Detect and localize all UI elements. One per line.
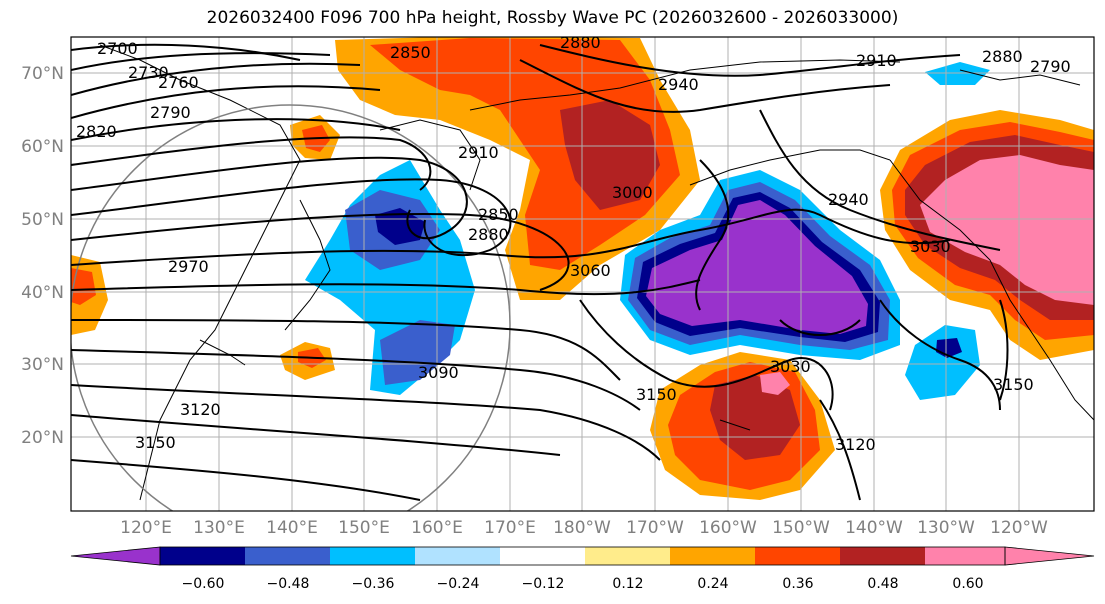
lon-label: 150°W — [772, 518, 830, 538]
colorbar-tick-label: 0.24 — [697, 576, 728, 592]
contour-label: 3120 — [835, 435, 876, 454]
contour-label: 2970 — [168, 257, 209, 276]
lon-label: 150°E — [338, 518, 390, 538]
colorbar-bin — [755, 547, 840, 565]
contour-label: 2940 — [658, 75, 699, 94]
colorbar-bin — [500, 547, 585, 565]
region-circle — [71, 104, 511, 511]
lat-label: 70°N — [21, 64, 64, 84]
contour-label: 2730 — [128, 63, 169, 82]
colorbar-bin — [585, 547, 670, 565]
colorbar-tick-label: 0.36 — [782, 576, 813, 592]
lon-label: 140°W — [845, 518, 903, 538]
figure-title: 2026032400 F096 700 hPa height, Rossby W… — [206, 8, 899, 28]
colorbar-tick-label: −0.60 — [182, 576, 225, 592]
lon-label: 120°E — [120, 518, 172, 538]
graticule — [71, 37, 1094, 511]
colorbar-ticks: −0.60 −0.48 −0.36 −0.24 −0.12 0.12 0.24 … — [182, 576, 984, 592]
contour-label: 3150 — [636, 385, 677, 404]
positive-anomaly-north-pacific-dark — [560, 100, 660, 210]
lon-label: 120°W — [990, 518, 1048, 538]
lon-label: 170°W — [626, 518, 684, 538]
colorbar-tick-label: −0.36 — [352, 576, 395, 592]
colorbar-tick-label: −0.12 — [522, 576, 565, 592]
colorbar-bin — [415, 547, 500, 565]
colorbar-tick-label: −0.48 — [267, 576, 310, 592]
contour-label: 3030 — [910, 237, 951, 256]
colorbar-tick-label: 0.60 — [952, 576, 983, 592]
contour-label: 3120 — [180, 400, 221, 419]
contour-label: 2820 — [76, 122, 117, 141]
lon-label: 130°W — [917, 518, 975, 538]
contour-label: 2880 — [468, 225, 509, 244]
contour-label: 2790 — [150, 103, 191, 122]
negative-anomaly-west-pacific-navy — [375, 208, 425, 245]
colorbar-bin — [925, 547, 1005, 565]
lon-label: 140°E — [266, 518, 318, 538]
height-contours — [71, 43, 1009, 501]
colorbar: −0.60 −0.48 −0.36 −0.24 −0.12 0.12 0.24 … — [70, 546, 1095, 592]
positive-anomaly-subtropics-pink — [760, 372, 790, 395]
lon-label: 180°W — [553, 518, 611, 538]
contour-label: 2760 — [158, 73, 199, 92]
contour-label: 2910 — [856, 51, 897, 70]
colorbar-extend-low — [70, 546, 161, 566]
contour-label: 2850 — [390, 43, 431, 62]
positive-anomaly-west-edge-red — [71, 268, 96, 305]
map-frame — [70, 36, 1095, 512]
colorbar-tick-label: 0.12 — [612, 576, 643, 592]
lon-label: 160°E — [411, 518, 463, 538]
contour-label: 2790 — [1030, 57, 1071, 76]
contour-label: 3150 — [135, 433, 176, 452]
positive-anomaly-north-pacific-red — [370, 38, 680, 270]
lon-label: 170°E — [484, 518, 536, 538]
contour-label: 3060 — [570, 261, 611, 280]
negative-anomaly-south — [380, 320, 455, 385]
lat-label: 50°N — [21, 210, 64, 230]
lon-label: 160°W — [699, 518, 757, 538]
longitude-labels: 120°E 130°E 140°E 150°E 160°E 170°E 180°… — [120, 518, 1048, 538]
contour-label: 2910 — [458, 143, 499, 162]
coastlines — [99, 44, 1094, 501]
contour-label: 3150 — [993, 375, 1034, 394]
colorbar-bin — [245, 547, 330, 565]
colorbar-bin — [330, 547, 415, 565]
contour-label: 2700 — [97, 39, 138, 58]
lon-label: 130°E — [193, 518, 245, 538]
positive-anomaly-north-america-pink — [920, 155, 1094, 305]
lat-label: 40°N — [21, 283, 64, 303]
negative-anomaly-central-pacific-core — [646, 200, 868, 334]
lat-label: 20°N — [21, 428, 64, 448]
latitude-labels: 70°N 60°N 50°N 40°N 30°N 20°N — [21, 64, 64, 448]
colorbar-bin — [670, 547, 755, 565]
colorbar-extend-high — [1004, 546, 1095, 566]
contour-label: 2880 — [560, 33, 601, 52]
contour-label: 2880 — [982, 47, 1023, 66]
colorbar-bin — [160, 547, 245, 565]
colorbar-bin — [840, 547, 925, 565]
colorbar-tick-label: −0.24 — [437, 576, 480, 592]
positive-anomaly-subtropics-dark — [710, 375, 800, 460]
contour-labels: 2700 2730 2760 2790 2820 2850 2880 2910 … — [76, 33, 1071, 454]
contour-label: 3090 — [418, 363, 459, 382]
colorbar-tick-label: 0.48 — [867, 576, 898, 592]
lat-label: 60°N — [21, 137, 64, 157]
lat-label: 30°N — [21, 355, 64, 375]
contour-label: 3000 — [612, 183, 653, 202]
colorbar-outline — [159, 546, 1006, 566]
map-content: 2700 2730 2760 2790 2820 2850 2880 2910 … — [71, 33, 1094, 511]
contour-label: 2850 — [478, 205, 519, 224]
contour-label: 2940 — [828, 190, 869, 209]
contour-label: 3030 — [770, 357, 811, 376]
